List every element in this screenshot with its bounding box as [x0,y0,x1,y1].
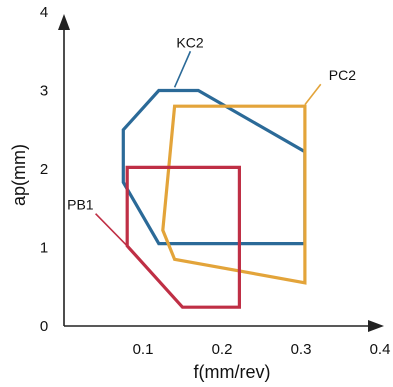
leader-line-pc2 [304,83,322,106]
y-tick-label: 1 [40,240,48,257]
x-axis-arrow-icon [368,320,384,332]
x-tick-label: 0.3 [291,341,312,358]
x-tick-label: 0.1 [133,341,154,358]
series-label-pc2: PC2 [329,67,356,83]
series-label-pb1: PB1 [67,197,94,213]
series-pb1-outline [125,165,241,309]
y-tick-label: 0 [40,318,48,335]
leader-line-pb1 [95,213,128,247]
series-pc2-outline [161,104,307,285]
x-tick-label: 0.4 [370,341,391,358]
y-axis-label: ap(mm) [9,144,29,206]
series-labels: KC2 PC2 PB1 [67,34,356,247]
series-layer [121,88,307,309]
y-tick-label: 2 [40,161,48,178]
x-axis-label: f(mm/rev) [194,362,271,382]
series-label-kc2: KC2 [176,34,203,50]
x-tick-label: 0.2 [212,341,233,358]
y-tick-label: 4 [40,4,48,21]
leader-line-kc2 [173,50,192,88]
y-tick-label: 3 [40,83,48,100]
y-axis-arrow-icon [58,14,70,30]
axes: 0.1 0.2 0.3 0.4 0 1 2 3 4 [40,4,391,358]
